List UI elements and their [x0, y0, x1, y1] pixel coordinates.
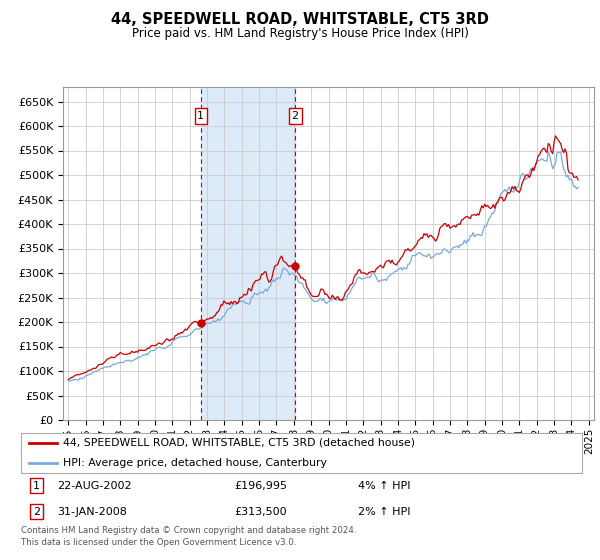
- Text: 1: 1: [33, 480, 40, 491]
- Text: 1: 1: [197, 111, 204, 121]
- Text: 4% ↑ HPI: 4% ↑ HPI: [358, 480, 410, 491]
- Text: HPI: Average price, detached house, Canterbury: HPI: Average price, detached house, Cant…: [63, 458, 327, 468]
- Text: 31-JAN-2008: 31-JAN-2008: [58, 507, 127, 517]
- Text: 44, SPEEDWELL ROAD, WHITSTABLE, CT5 3RD (detached house): 44, SPEEDWELL ROAD, WHITSTABLE, CT5 3RD …: [63, 438, 415, 448]
- Text: £313,500: £313,500: [234, 507, 287, 517]
- Text: Price paid vs. HM Land Registry's House Price Index (HPI): Price paid vs. HM Land Registry's House …: [131, 27, 469, 40]
- FancyBboxPatch shape: [21, 433, 582, 473]
- Text: 2: 2: [33, 507, 40, 517]
- Bar: [201, 87, 295, 420]
- Text: 22-AUG-2002: 22-AUG-2002: [58, 480, 132, 491]
- Text: 2% ↑ HPI: 2% ↑ HPI: [358, 507, 410, 517]
- Text: 44, SPEEDWELL ROAD, WHITSTABLE, CT5 3RD: 44, SPEEDWELL ROAD, WHITSTABLE, CT5 3RD: [111, 12, 489, 27]
- Text: 2: 2: [292, 111, 299, 121]
- Text: Contains HM Land Registry data © Crown copyright and database right 2024.
This d: Contains HM Land Registry data © Crown c…: [21, 526, 356, 547]
- Text: £196,995: £196,995: [234, 480, 287, 491]
